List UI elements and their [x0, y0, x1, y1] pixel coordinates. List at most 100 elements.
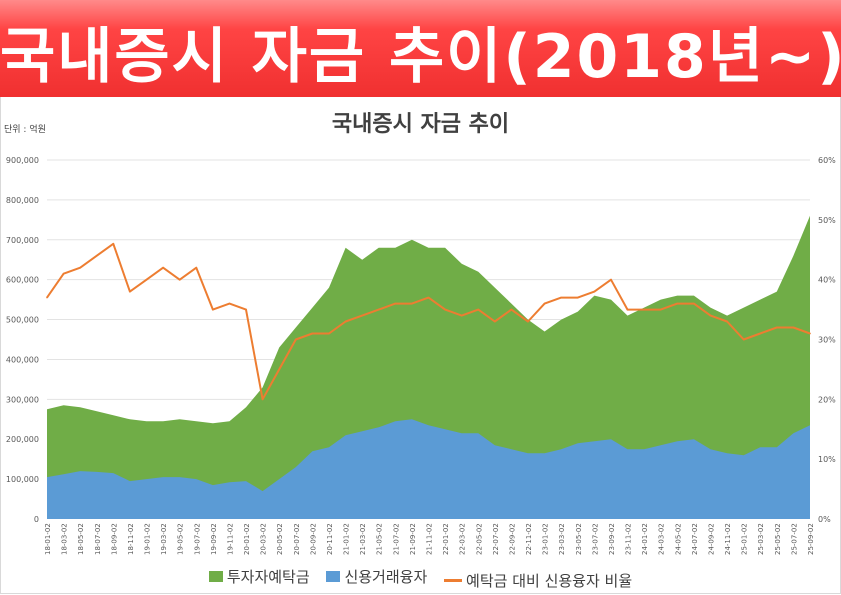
- x-tick-label: 21-09-02: [409, 523, 417, 555]
- ratio-point: [228, 302, 231, 305]
- ratio-point: [610, 278, 612, 281]
- ratio-point: [494, 320, 496, 323]
- ratio-point: [460, 314, 463, 317]
- ratio-point: [477, 308, 480, 311]
- ratio-point: [212, 308, 214, 311]
- ratio-point: [112, 242, 115, 245]
- x-tick-label: 19-11-02: [226, 523, 234, 555]
- x-tick-label: 24-11-02: [724, 523, 732, 555]
- banner-title: 국내증시 자금 추이(2018년~): [0, 22, 841, 92]
- x-tick-label: 25-01-02: [741, 523, 749, 555]
- ratio-point: [311, 332, 314, 335]
- legend: 투자자예탁금 신용거래융자 예탁금 대비 신용융자 비율: [0, 566, 841, 591]
- ratio-point: [809, 332, 811, 335]
- ratio-point: [361, 314, 363, 317]
- ratio-point: [444, 308, 446, 311]
- x-tick-label: 19-09-02: [210, 523, 218, 555]
- legend-item-credit: 신용거래융자: [326, 566, 427, 587]
- left-tick-label: 400,000: [6, 355, 39, 364]
- area-series-0: [47, 215, 810, 520]
- ratio-point: [295, 338, 297, 341]
- x-tick-label: 20-07-02: [293, 523, 301, 555]
- x-tick-label: 24-03-02: [658, 523, 666, 555]
- x-tick-label: 21-07-02: [392, 523, 400, 555]
- left-tick-label: 200,000: [6, 435, 39, 444]
- ratio-point: [377, 308, 380, 311]
- right-tick-label: 40%: [818, 276, 836, 285]
- x-tick-label: 23-05-02: [575, 523, 583, 555]
- x-tick-label: 19-05-02: [177, 523, 185, 555]
- right-tick-label: 0%: [818, 515, 831, 524]
- right-tick-label: 60%: [818, 156, 836, 165]
- x-tick-label: 24-09-02: [707, 523, 715, 555]
- area-series-1: [47, 419, 810, 519]
- x-tick-label: 25-07-02: [790, 523, 798, 555]
- x-tick-label: 24-07-02: [691, 523, 699, 555]
- ratio-point: [543, 302, 546, 305]
- ratio-point: [792, 326, 795, 329]
- ratio-point: [162, 266, 164, 269]
- left-tick-label: 500,000: [6, 316, 39, 325]
- ratio-point: [79, 266, 81, 269]
- x-tick-label: 18-01-02: [44, 523, 52, 555]
- x-tick-label: 21-03-02: [359, 523, 367, 555]
- left-tick-label: 900,000: [6, 156, 39, 165]
- ratio-point: [759, 332, 762, 335]
- x-tick-label: 25-05-02: [774, 523, 782, 555]
- x-tick-label: 23-11-02: [625, 523, 633, 555]
- ratio-point: [643, 308, 645, 311]
- x-tick-label: 20-05-02: [276, 523, 284, 555]
- legend-item-deposit: 투자자예탁금: [208, 566, 310, 587]
- title-banner: 국내증시 자금 추이(2018년~): [0, 0, 841, 97]
- ratio-point: [742, 338, 745, 341]
- x-tick-label: 20-03-02: [260, 523, 268, 555]
- x-tick-label: 24-01-02: [641, 523, 649, 555]
- ratio-point: [328, 332, 330, 335]
- ratio-point: [394, 302, 397, 305]
- x-tick-label: 18-05-02: [77, 523, 85, 555]
- x-tick-label: 22-07-02: [492, 523, 500, 555]
- x-tick-label: 25-09-02: [807, 523, 815, 555]
- x-tick-label: 23-03-02: [558, 523, 566, 555]
- x-tick-label: 18-11-02: [127, 523, 135, 555]
- right-tick-label: 10%: [818, 455, 836, 464]
- ratio-point: [62, 272, 65, 275]
- right-tick-label: 50%: [818, 216, 836, 225]
- x-tick-label: 23-01-02: [542, 523, 550, 555]
- left-tick-label: 600,000: [6, 276, 39, 285]
- left-tick-label: 800,000: [6, 196, 39, 205]
- ratio-point: [195, 266, 198, 269]
- x-tick-label: 24-05-02: [674, 523, 682, 555]
- ratio-point: [510, 308, 513, 311]
- ratio-point: [261, 398, 264, 401]
- ratio-point: [427, 296, 430, 299]
- ratio-point: [626, 308, 629, 311]
- ratio-point: [178, 278, 181, 281]
- x-tick-label: 21-11-02: [426, 523, 434, 555]
- legend-label: 예탁금 대비 신용융자 비율: [466, 572, 633, 590]
- x-tick-label: 22-01-02: [442, 523, 450, 555]
- ratio-point: [659, 308, 662, 311]
- ratio-point: [776, 326, 778, 329]
- legend-item-ratio: 예탁금 대비 신용융자 비율: [444, 570, 632, 591]
- ratio-point: [693, 302, 695, 305]
- ratio-point: [344, 320, 347, 323]
- ratio-point: [676, 302, 679, 305]
- ratio-point: [726, 320, 728, 323]
- x-tick-label: 18-07-02: [94, 523, 102, 555]
- legend-label: 신용거래융자: [344, 568, 428, 586]
- x-tick-label: 19-07-02: [193, 523, 201, 555]
- ratio-point: [145, 278, 148, 281]
- ratio-point: [245, 308, 247, 311]
- x-tick-label: 19-03-02: [160, 523, 168, 555]
- left-tick-label: 700,000: [6, 236, 39, 245]
- x-tick-label: 22-03-02: [459, 523, 467, 555]
- ratio-point: [527, 320, 529, 323]
- x-tick-label: 22-09-02: [508, 523, 516, 555]
- left-tick-label: 300,000: [6, 395, 39, 404]
- ratio-point: [411, 302, 413, 305]
- x-tick-label: 19-01-02: [144, 523, 152, 555]
- legend-swatch-deposit: [208, 571, 223, 582]
- ratio-point: [278, 368, 281, 371]
